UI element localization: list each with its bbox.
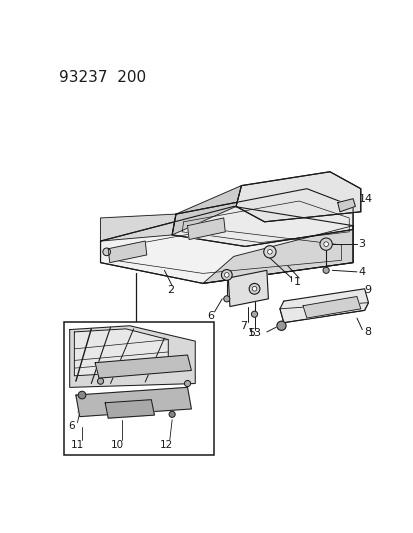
Polygon shape xyxy=(187,218,225,239)
Circle shape xyxy=(251,311,257,317)
Circle shape xyxy=(322,267,328,273)
Polygon shape xyxy=(228,270,268,306)
Text: 6: 6 xyxy=(69,421,75,431)
Circle shape xyxy=(184,381,190,386)
Polygon shape xyxy=(100,206,352,284)
Polygon shape xyxy=(74,329,168,376)
Text: 2: 2 xyxy=(166,285,173,295)
Text: 4: 4 xyxy=(358,267,365,277)
Text: 5: 5 xyxy=(247,328,254,338)
Text: 12: 12 xyxy=(159,440,172,450)
Text: 93237  200: 93237 200 xyxy=(59,69,146,85)
Circle shape xyxy=(267,249,272,254)
Circle shape xyxy=(223,296,229,302)
Text: 8: 8 xyxy=(363,327,370,337)
Polygon shape xyxy=(202,225,352,284)
Circle shape xyxy=(224,273,228,277)
Polygon shape xyxy=(235,172,360,222)
Bar xyxy=(64,322,214,455)
Polygon shape xyxy=(172,189,352,246)
Polygon shape xyxy=(69,326,195,387)
Circle shape xyxy=(97,378,103,384)
Text: 3: 3 xyxy=(358,239,365,249)
Circle shape xyxy=(263,246,275,258)
Circle shape xyxy=(323,242,328,246)
Text: 7: 7 xyxy=(240,321,247,331)
Circle shape xyxy=(102,248,110,256)
Polygon shape xyxy=(279,289,368,322)
Polygon shape xyxy=(302,296,360,318)
Polygon shape xyxy=(172,185,241,235)
Text: 14: 14 xyxy=(358,195,372,205)
Circle shape xyxy=(78,391,85,399)
Polygon shape xyxy=(337,199,354,212)
Circle shape xyxy=(252,287,256,291)
Circle shape xyxy=(276,321,285,330)
Text: 9: 9 xyxy=(363,285,370,295)
Polygon shape xyxy=(76,387,191,417)
Polygon shape xyxy=(108,241,146,263)
Text: 11: 11 xyxy=(71,440,84,450)
Circle shape xyxy=(319,238,332,251)
Circle shape xyxy=(249,284,259,294)
Text: 1: 1 xyxy=(293,277,300,287)
Polygon shape xyxy=(95,355,191,378)
Text: 6: 6 xyxy=(206,311,214,321)
Polygon shape xyxy=(105,400,154,418)
Circle shape xyxy=(169,411,175,417)
Polygon shape xyxy=(100,214,176,241)
Text: 13: 13 xyxy=(247,328,261,338)
Polygon shape xyxy=(279,303,368,322)
Text: 10: 10 xyxy=(111,440,124,450)
Circle shape xyxy=(221,270,232,280)
